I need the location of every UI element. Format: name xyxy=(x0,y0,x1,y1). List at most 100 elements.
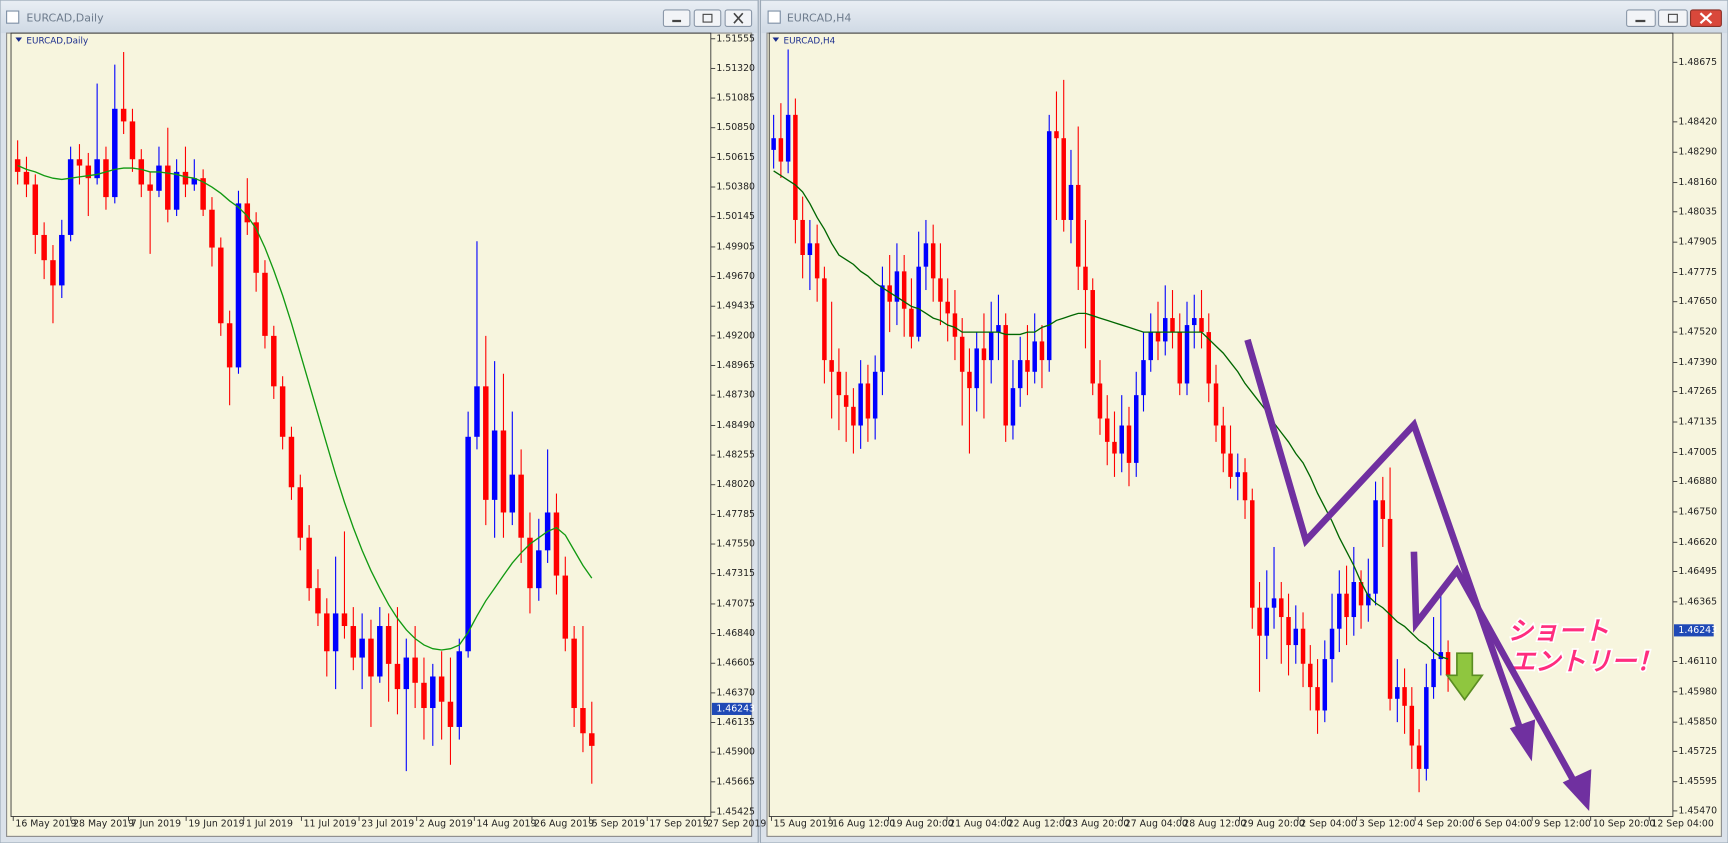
y-tick-label: 1.47550 xyxy=(716,539,755,550)
candle-body xyxy=(226,323,233,368)
x-tick-label: 14 Aug 2019 xyxy=(477,819,537,830)
x-tick-label: 27 Sep 2019 xyxy=(707,819,766,830)
x-tick-label: 6 Sep 04:00 xyxy=(1476,819,1533,830)
candle-body xyxy=(1010,388,1016,426)
y-tick-label: 1.47265 xyxy=(1678,386,1717,397)
candle-body xyxy=(1438,652,1444,660)
y-tick-label: 1.51085 xyxy=(716,93,755,104)
candle-body xyxy=(1344,593,1349,618)
candle-body xyxy=(1155,332,1161,342)
y-tick-label: 1.48490 xyxy=(716,420,755,431)
y-tick-label: 1.50145 xyxy=(716,211,755,222)
candle-body xyxy=(959,336,965,372)
x-tick-label: 1 Jul 2019 xyxy=(246,819,293,830)
candle-body xyxy=(916,266,921,337)
x-tick-label: 21 Aug 04:00 xyxy=(949,819,1012,830)
candle-body xyxy=(553,512,560,576)
candle-body xyxy=(1133,395,1139,463)
candle-body xyxy=(412,657,418,683)
candle-body xyxy=(394,663,401,690)
candle-body xyxy=(156,165,162,191)
candle-body xyxy=(1199,318,1204,333)
candle-body xyxy=(67,159,74,235)
y-tick-label: 1.47135 xyxy=(1678,417,1717,428)
candle-body xyxy=(1257,607,1262,636)
x-tick-label: 3 Sep 12:00 xyxy=(1359,819,1416,830)
y-tick-label: 1.47785 xyxy=(716,509,755,520)
candle-body xyxy=(1402,687,1407,706)
candle-body xyxy=(1177,332,1183,384)
candle-body xyxy=(1293,628,1299,646)
candle-body xyxy=(456,651,463,727)
candle-body xyxy=(1083,266,1088,291)
candle-body xyxy=(447,701,454,727)
candle-body xyxy=(851,406,856,426)
annotation: ショート xyxy=(1508,615,1609,645)
x-tick-label: 10 Sep 20:00 xyxy=(1593,819,1655,830)
candle-body xyxy=(430,676,436,709)
price-marker xyxy=(1674,624,1714,637)
candle-body xyxy=(483,386,489,500)
candle-body xyxy=(1025,360,1030,372)
candle-body xyxy=(1221,425,1226,454)
y-tick-label: 1.46135 xyxy=(716,717,755,728)
y-tick-label: 1.45665 xyxy=(716,776,755,787)
candle-body xyxy=(147,184,153,191)
y-tick-label: 1.45595 xyxy=(1678,776,1717,787)
candle-body xyxy=(518,474,524,538)
candle-body xyxy=(359,638,365,658)
candle-body xyxy=(1017,360,1023,389)
candle-body xyxy=(1358,582,1364,606)
candle-body xyxy=(836,371,842,396)
candle-body xyxy=(465,436,471,652)
price-label: 1.46243 xyxy=(1678,625,1717,636)
candle-body xyxy=(324,613,330,652)
candle-body xyxy=(1112,441,1117,454)
candle-body xyxy=(996,325,1001,333)
candle-body xyxy=(938,278,943,302)
candle-body xyxy=(262,272,268,336)
candle-body xyxy=(103,159,109,198)
y-tick-label: 1.46110 xyxy=(1678,656,1717,667)
y-tick-label: 1.48290 xyxy=(1678,147,1717,158)
candle-body xyxy=(807,243,813,255)
y-tick-label: 1.47075 xyxy=(716,598,755,609)
y-tick-label: 1.48035 xyxy=(1678,206,1717,217)
entry-arrow xyxy=(1445,652,1484,701)
candle-body xyxy=(1445,652,1451,676)
y-tick-label: 1.46750 xyxy=(1678,506,1717,517)
candle-body xyxy=(814,243,820,279)
candle-body xyxy=(306,537,312,589)
x-tick-label: 2 Sep 04:00 xyxy=(1300,819,1357,830)
candle-body xyxy=(829,360,834,372)
chart-label: EURCAD,Daily xyxy=(26,36,88,46)
candle-body xyxy=(332,613,339,652)
candle-body xyxy=(880,285,885,372)
x-tick-label: 23 Aug 20:00 xyxy=(1066,819,1129,830)
candle-body xyxy=(1126,425,1132,463)
candle-body xyxy=(1366,593,1371,606)
candle-body xyxy=(182,171,189,185)
candle-body xyxy=(1250,500,1255,608)
candle-body xyxy=(1090,290,1095,384)
candle-body xyxy=(1039,341,1045,361)
candle-body xyxy=(1097,383,1103,419)
candle-body xyxy=(1416,745,1422,769)
candle-body xyxy=(1213,383,1219,426)
candle-body xyxy=(1061,138,1066,220)
candle-body xyxy=(509,474,516,513)
x-tick-label: 2 Aug 2019 xyxy=(419,819,473,830)
candle-body xyxy=(1206,332,1212,384)
x-tick-label: 19 Jun 2019 xyxy=(188,819,244,830)
x-tick-label: 29 Aug 20:00 xyxy=(1242,819,1305,830)
candle-body xyxy=(315,588,321,614)
candle-body xyxy=(1322,659,1328,711)
y-tick-label: 1.45850 xyxy=(1678,717,1717,728)
candle-body xyxy=(1300,628,1306,664)
candle-body xyxy=(288,436,295,488)
y-tick-label: 1.46365 xyxy=(1678,596,1717,607)
candle-body xyxy=(491,430,498,500)
candle-body xyxy=(297,487,304,538)
